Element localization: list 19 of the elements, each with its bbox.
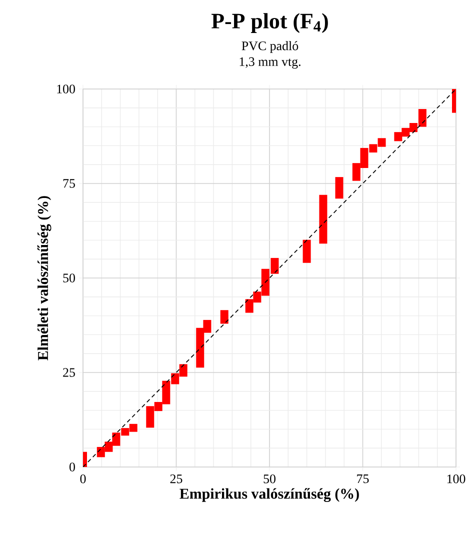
chart-subtitle: PVC padló	[242, 41, 298, 53]
x-tick-label: 25	[170, 474, 182, 484]
x-tick-label: 100	[447, 474, 466, 484]
bar	[220, 310, 228, 324]
chart-title: P-P plot (F$_{4}$)	[212, 13, 328, 33]
y-tick-label: 0	[70, 462, 75, 472]
x-tick-label: 0	[80, 474, 86, 484]
y-tick-label: 50	[63, 274, 75, 282]
text: 1,3 mm vtg.	[240, 57, 300, 69]
y-axis-title: Elméleti valószínűség (%)	[37, 196, 52, 360]
y-tick-label: 75	[63, 179, 75, 188]
y-tick-label: 25	[63, 368, 75, 377]
x-tick-label: 75	[357, 474, 369, 484]
y-tick-label: 100	[57, 84, 75, 94]
bar	[319, 194, 328, 244]
x-axis-title: Empirikus valószínűség (%)	[180, 488, 359, 502]
x-tick-label: 50	[264, 474, 276, 484]
bar	[302, 240, 311, 263]
bar	[335, 177, 344, 199]
